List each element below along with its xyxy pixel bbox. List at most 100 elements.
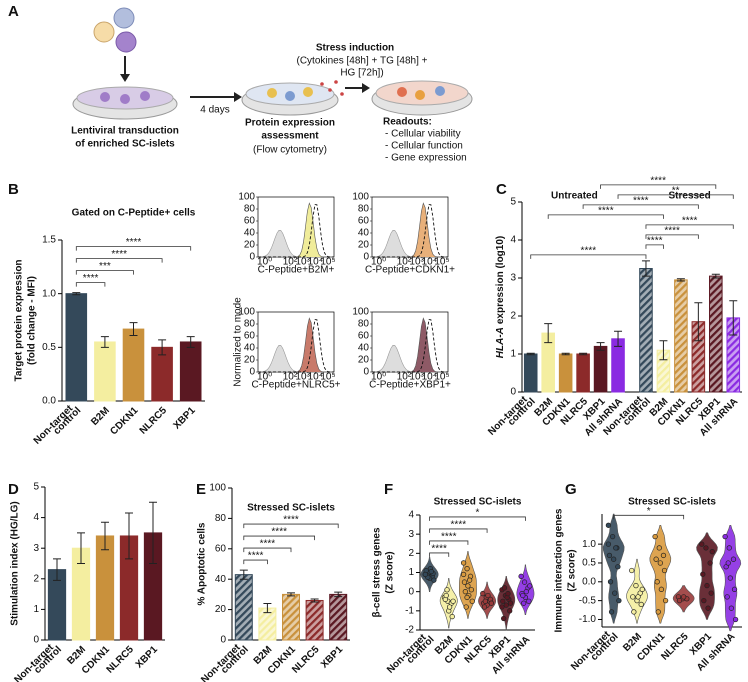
y-tick-label: 0 bbox=[510, 387, 516, 398]
error-bar bbox=[101, 521, 109, 551]
data-point bbox=[654, 579, 660, 585]
virus bbox=[93, 21, 115, 43]
significance-label: *** bbox=[99, 261, 111, 272]
violin bbox=[626, 558, 648, 624]
stress-title: Stress induction bbox=[316, 43, 394, 54]
data-point bbox=[431, 577, 437, 583]
y-tick-label: 80 bbox=[215, 513, 227, 524]
data-point bbox=[635, 594, 641, 600]
bar bbox=[674, 279, 688, 393]
y-tick-label: 100 bbox=[238, 192, 255, 203]
y-tick-label: 20 bbox=[244, 240, 256, 251]
significance-label: **** bbox=[650, 176, 666, 187]
data-point bbox=[726, 545, 732, 551]
y-tick-label: 1.0 bbox=[582, 539, 596, 550]
readouts-title: Readouts: bbox=[383, 117, 432, 128]
significance-bracket bbox=[75, 258, 163, 263]
significance-label: **** bbox=[664, 226, 680, 237]
dot bbox=[340, 92, 344, 96]
data-point bbox=[722, 533, 728, 540]
cell bbox=[415, 90, 425, 100]
x-tick-label: 10⁰ bbox=[257, 257, 272, 268]
significance-bracket bbox=[645, 224, 734, 229]
data-point bbox=[660, 552, 667, 559]
data-point bbox=[499, 604, 505, 610]
group-label: Untreated bbox=[551, 191, 598, 202]
data-point bbox=[705, 605, 711, 611]
data-point bbox=[638, 601, 644, 608]
data-point bbox=[443, 592, 449, 599]
virus bbox=[113, 7, 135, 29]
bar bbox=[65, 293, 88, 402]
y-tick-label: 0 bbox=[363, 367, 369, 378]
data-point bbox=[658, 586, 665, 592]
data-point bbox=[653, 556, 659, 562]
y-tick-label: 0 bbox=[220, 635, 226, 646]
chart-title: Stressed SC-islets bbox=[434, 497, 522, 508]
data-point bbox=[521, 579, 528, 585]
y-tick-label: 80 bbox=[244, 319, 256, 330]
y-tick-label: 3 bbox=[33, 543, 39, 554]
data-point bbox=[449, 613, 455, 620]
data-point bbox=[657, 560, 663, 566]
error-bar bbox=[676, 278, 685, 282]
chart-title: Gated on C-Peptide+ cells bbox=[72, 208, 196, 219]
x-tick-label: 10² bbox=[397, 372, 412, 383]
significance-bracket bbox=[243, 547, 292, 553]
x-tick-label: 10⁰ bbox=[371, 257, 386, 268]
bar bbox=[593, 345, 608, 393]
data-point bbox=[450, 598, 456, 604]
flow-frame bbox=[371, 196, 449, 258]
data-point bbox=[629, 567, 635, 574]
interval-label: 4 days bbox=[200, 105, 229, 116]
data-point bbox=[460, 571, 467, 578]
y-tick-label: 40 bbox=[358, 343, 370, 354]
dot bbox=[328, 88, 332, 92]
y-tick-label: 0.0 bbox=[582, 576, 596, 587]
readout: - Cellular function bbox=[385, 141, 463, 152]
y-tick-label: 0 bbox=[33, 635, 39, 646]
y-tick-label: 20 bbox=[244, 355, 256, 366]
significance-bracket bbox=[243, 559, 268, 565]
y-axis-label-text: expression (log10) bbox=[495, 236, 506, 324]
data-point bbox=[488, 600, 495, 606]
error-bar bbox=[641, 260, 650, 277]
y-tick-label: 4 bbox=[510, 235, 516, 246]
y-tick-label: 60 bbox=[244, 216, 256, 227]
y-tick-label: 80 bbox=[358, 319, 370, 330]
control-curve bbox=[372, 204, 449, 258]
panel-letter: A bbox=[8, 3, 19, 20]
bar bbox=[329, 593, 348, 641]
data-point bbox=[701, 597, 707, 604]
flow-label: C-Peptide+B2M+ bbox=[258, 265, 335, 276]
data-point bbox=[704, 582, 710, 589]
bar bbox=[523, 353, 538, 393]
error-bar bbox=[659, 340, 668, 361]
y-tick-label: 3 bbox=[510, 273, 516, 284]
panel-letter: E bbox=[196, 481, 206, 498]
y-tick-label: 0 bbox=[249, 252, 255, 263]
y-tick-label: 40 bbox=[244, 228, 256, 239]
step-method: (Flow cytometry) bbox=[253, 145, 327, 156]
y-tick-label: 100 bbox=[238, 307, 255, 318]
chart-title: Stressed SC-islets bbox=[247, 503, 335, 514]
y-tick-label: 1 bbox=[33, 604, 39, 615]
violin bbox=[649, 525, 672, 624]
error-bar bbox=[596, 342, 605, 351]
flow-label: C-Peptide+NLRC5+ bbox=[252, 380, 341, 391]
error-bar bbox=[53, 558, 61, 581]
x-tick-label: 10³ bbox=[295, 372, 310, 383]
flow-frame bbox=[257, 311, 335, 373]
cell bbox=[140, 91, 150, 101]
x-tick-label: 10⁴ bbox=[422, 257, 437, 268]
stained-curve bbox=[258, 317, 334, 373]
group-label: Stressed bbox=[668, 191, 710, 202]
y-axis-label: Normalized to mode bbox=[233, 297, 244, 387]
y-tick-label: 80 bbox=[358, 204, 370, 215]
panel-letter: G bbox=[565, 481, 577, 498]
bar bbox=[639, 268, 653, 393]
significance-label: **** bbox=[451, 520, 467, 531]
data-point bbox=[465, 583, 471, 589]
error-bar bbox=[526, 352, 535, 356]
cell bbox=[285, 91, 295, 101]
